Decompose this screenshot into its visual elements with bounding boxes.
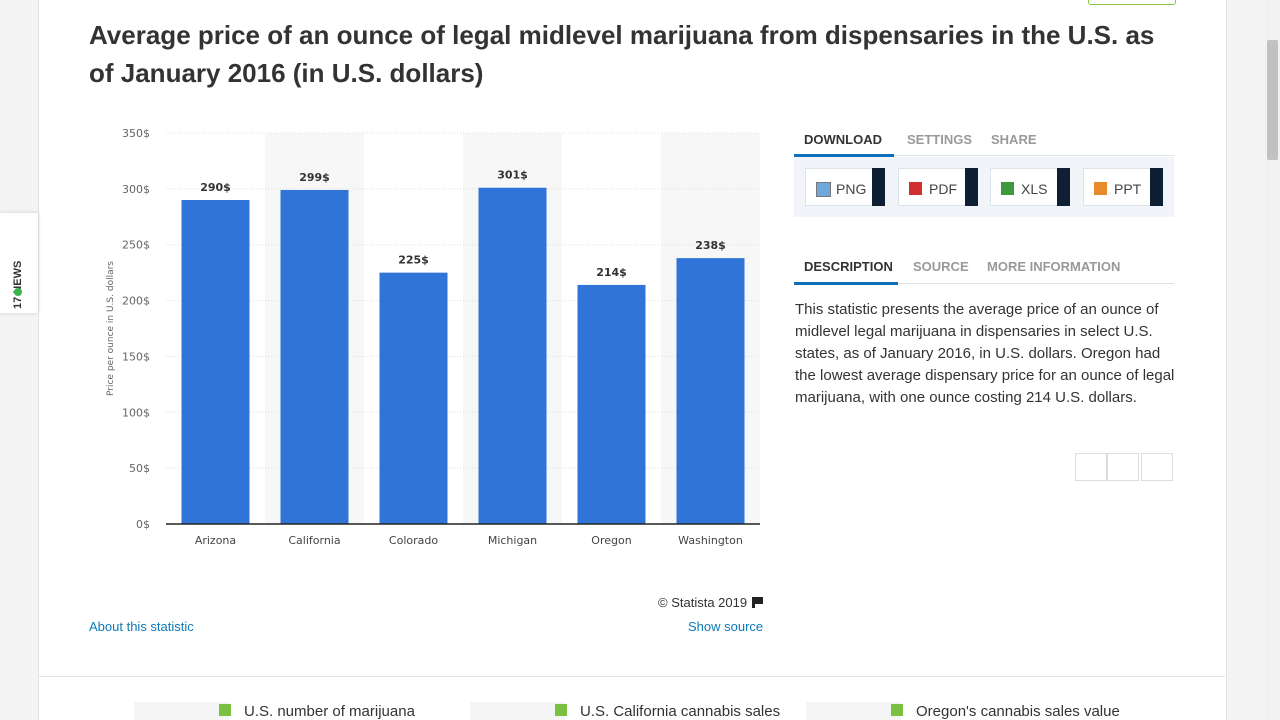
related-link[interactable]: Oregon's cannabis sales value [916, 703, 1120, 720]
bar [280, 189, 349, 524]
news-tab[interactable]: 17 NEWS [0, 213, 38, 313]
thumb [134, 702, 229, 720]
top-button[interactable] [1088, 0, 1176, 5]
button-label: PNG [836, 181, 867, 197]
tab[interactable]: SETTINGS [907, 132, 973, 147]
alert-button[interactable] [1141, 453, 1173, 481]
y-tick-label: 300$ [122, 183, 150, 196]
y-tick-label: 0$ [136, 518, 150, 531]
y-tick-label: 350$ [122, 127, 150, 140]
chart: 0$ 50$ 100$ 150$ 200$ 250$ 300$ 350$ Price per o… [106, 127, 760, 547]
separator [39, 676, 1225, 677]
tab-underline [794, 282, 898, 285]
pdf-button[interactable]: PDF [898, 168, 978, 206]
bar [478, 187, 547, 525]
tab[interactable]: DOWNLOAD [804, 132, 882, 147]
plus-icon [219, 704, 231, 716]
source-link[interactable]: Show source [688, 619, 764, 634]
button-label: PPT [1114, 181, 1142, 197]
thumb [806, 702, 901, 720]
y-axis-label: Price per ounce in U.S. dollars [106, 261, 116, 396]
x-tick-label: Colorado [389, 534, 438, 547]
x-tick-label: Arizona [195, 534, 236, 547]
y-tick-label: 250$ [122, 239, 150, 252]
scroll-thumb[interactable] [1267, 40, 1278, 160]
tab-underline [794, 154, 894, 157]
tab[interactable]: MORE INFORMATION [987, 259, 1121, 274]
y-tick-label: 150$ [122, 350, 150, 363]
title: Average price of an ounce of legal midle… [89, 20, 1155, 88]
flag-icon [752, 597, 763, 608]
plus-icon [891, 704, 903, 716]
bar [181, 200, 250, 524]
png-button[interactable]: PNG [805, 168, 885, 206]
tab[interactable]: SHARE [991, 132, 1037, 147]
xls-button[interactable]: XLS [990, 168, 1070, 206]
y-tick-label: 200$ [122, 295, 150, 308]
value-label: 225$ [398, 254, 429, 267]
bar [379, 272, 448, 524]
copyright: © Statista 2019 [658, 595, 748, 610]
related-link[interactable]: U.S. California cannabis sales [580, 703, 781, 720]
news-dot [14, 288, 22, 296]
description: This statistic presents the average pric… [795, 301, 1175, 406]
x-tick-label: Oregon [591, 534, 631, 547]
tab[interactable]: SOURCE [913, 259, 969, 274]
tab-line [794, 155, 1174, 156]
y-tick-label: 100$ [122, 406, 150, 419]
value-label: 238$ [695, 239, 726, 252]
thumb [470, 702, 565, 720]
x-tick-label: Michigan [488, 534, 537, 547]
bar [577, 284, 646, 524]
tab[interactable]: DESCRIPTION [804, 259, 893, 274]
button-label: XLS [1021, 181, 1048, 197]
y-tick-label: 50$ [129, 462, 150, 475]
value-label: 290$ [200, 181, 231, 194]
bar [676, 258, 745, 524]
value-label: 301$ [497, 169, 528, 182]
tab-line [794, 283, 1174, 284]
value-label: 214$ [596, 266, 627, 279]
about-link[interactable]: About this statistic [89, 619, 194, 634]
button-label: PDF [929, 181, 957, 197]
history-button[interactable] [1075, 453, 1107, 481]
plus-icon [555, 704, 567, 716]
x-tick-label: Washington [678, 534, 743, 547]
favorite-button[interactable] [1107, 453, 1139, 481]
value-label: 299$ [299, 171, 330, 184]
ppt-button[interactable]: PPT [1083, 168, 1163, 206]
x-tick-label: California [288, 534, 340, 547]
related-link[interactable]: U.S. number of marijuana [244, 703, 415, 720]
scrollbar[interactable] [1265, 0, 1280, 720]
